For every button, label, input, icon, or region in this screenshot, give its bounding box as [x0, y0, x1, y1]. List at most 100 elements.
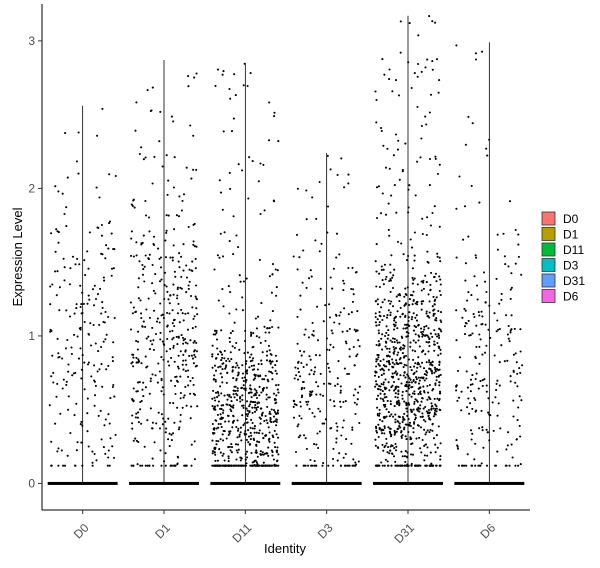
- data-point: [474, 442, 477, 445]
- data-point: [76, 441, 79, 444]
- data-point: [172, 293, 175, 296]
- data-point: [67, 370, 70, 373]
- data-point: [262, 163, 265, 166]
- data-point: [93, 394, 97, 397]
- data-point: [475, 284, 479, 287]
- data-point: [426, 398, 429, 401]
- data-point: [142, 320, 145, 323]
- data-point: [514, 381, 517, 384]
- data-point: [310, 369, 313, 372]
- data-point: [435, 405, 438, 408]
- data-point: [172, 120, 175, 123]
- data-point: [187, 284, 190, 287]
- data-point: [255, 396, 259, 400]
- data-point: [63, 279, 66, 282]
- data-point: [380, 374, 383, 377]
- data-point: [375, 216, 379, 220]
- data-point: [296, 268, 299, 271]
- data-point: [334, 384, 337, 387]
- data-point: [108, 220, 112, 223]
- data-point: [394, 442, 397, 446]
- data-point: [300, 417, 303, 420]
- data-point: [397, 139, 400, 142]
- data-point: [388, 350, 391, 354]
- data-point: [351, 426, 354, 429]
- data-point: [474, 410, 477, 413]
- data-point: [399, 348, 402, 351]
- data-point: [52, 371, 55, 374]
- data-point: [379, 368, 382, 371]
- data-point: [413, 422, 416, 425]
- data-point: [167, 214, 170, 217]
- data-point: [214, 84, 217, 87]
- data-point: [60, 449, 63, 452]
- data-point: [151, 182, 154, 185]
- data-point: [337, 360, 340, 363]
- data-point: [182, 269, 185, 272]
- data-point: [269, 359, 272, 362]
- data-point: [404, 323, 407, 326]
- data-point: [319, 410, 322, 413]
- data-point: [151, 457, 154, 460]
- data-point: [67, 363, 70, 366]
- data-point: [378, 321, 381, 324]
- data-point: [193, 353, 196, 356]
- data-point: [273, 429, 276, 432]
- data-point: [139, 299, 142, 302]
- data-point: [100, 312, 103, 315]
- data-point: [375, 324, 378, 327]
- data-point: [397, 399, 400, 402]
- data-point: [247, 429, 250, 432]
- data-point: [70, 346, 73, 349]
- data-point: [143, 265, 146, 268]
- data-point: [250, 434, 253, 437]
- data-point: [261, 432, 264, 435]
- data-point: [274, 420, 277, 423]
- data-point: [57, 447, 60, 450]
- data-point: [299, 349, 302, 353]
- data-point: [426, 412, 429, 415]
- data-point: [384, 378, 387, 381]
- data-point: [472, 313, 475, 316]
- data-point: [295, 404, 298, 407]
- data-point: [166, 325, 169, 328]
- data-point: [177, 354, 180, 357]
- data-point: [232, 393, 235, 396]
- data-point: [427, 350, 430, 353]
- data-point: [275, 433, 278, 436]
- data-point: [224, 420, 227, 423]
- data-point: [299, 308, 302, 311]
- data-point: [438, 363, 441, 366]
- data-point: [413, 365, 416, 368]
- data-point: [408, 421, 412, 424]
- data-point: [232, 419, 236, 422]
- data-point: [135, 101, 138, 104]
- data-point: [195, 168, 198, 171]
- data-point: [398, 402, 401, 405]
- data-point: [233, 321, 236, 324]
- data-point: [48, 404, 51, 407]
- data-point: [159, 449, 162, 452]
- data-point: [58, 309, 61, 312]
- data-point: [377, 394, 380, 397]
- data-point: [253, 425, 256, 428]
- data-point: [271, 464, 274, 467]
- data-point: [131, 427, 134, 430]
- data-point: [413, 421, 416, 424]
- data-point: [431, 422, 434, 425]
- data-point: [142, 381, 145, 384]
- data-point: [146, 464, 149, 467]
- data-point: [396, 148, 400, 151]
- data-point: [382, 449, 385, 452]
- data-point: [170, 379, 173, 382]
- data-point: [456, 369, 460, 372]
- data-point: [403, 363, 406, 366]
- data-point: [414, 464, 417, 467]
- data-point: [74, 464, 77, 467]
- data-point: [402, 347, 405, 350]
- data-point: [436, 172, 440, 175]
- data-point: [268, 275, 271, 278]
- data-point: [463, 205, 467, 208]
- data-point: [380, 306, 383, 309]
- data-point: [429, 283, 432, 286]
